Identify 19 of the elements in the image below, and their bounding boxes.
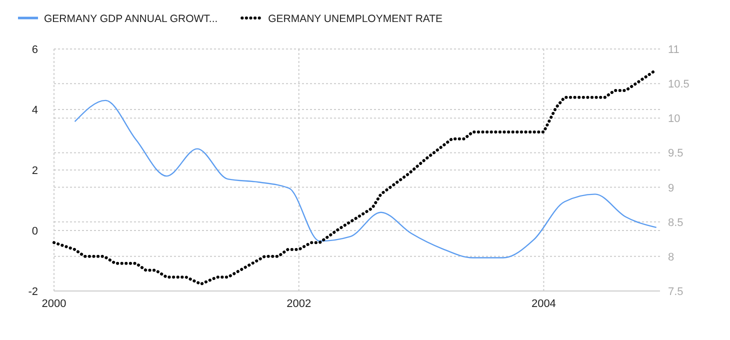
- x-tick-label: 2002: [286, 298, 312, 310]
- legend-label: GERMANY GDP ANNUAL GROWT...: [44, 13, 218, 25]
- y-tick-label: -2: [28, 286, 38, 298]
- y2-tick-label: 8: [668, 251, 674, 264]
- y2-tick-label: 10: [668, 113, 680, 126]
- y-tick-label: 2: [32, 165, 38, 177]
- y-tick-label: 4: [32, 104, 38, 116]
- line-series: [74, 100, 657, 258]
- legend-label: GERMANY UNEMPLOYMENT RATE: [268, 13, 443, 25]
- y2-tick-label: 11: [668, 44, 680, 56]
- y-tick-label: 6: [32, 44, 38, 56]
- y2-tick-label: 10.5: [668, 78, 690, 91]
- y-tick-label: 0: [32, 226, 38, 238]
- y2-tick-label: 9.5: [668, 148, 684, 160]
- y2-tick-label: 7.5: [668, 286, 684, 298]
- x-tick-label: 2000: [42, 298, 66, 310]
- y2-tick-label: 8.5: [668, 216, 684, 229]
- y2-tick-label: 9: [668, 182, 674, 194]
- x-tick-label: 2004: [531, 298, 556, 310]
